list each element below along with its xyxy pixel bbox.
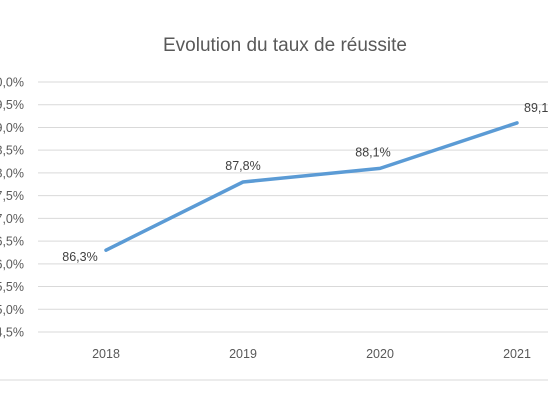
y-tick-label: 88,0% [0, 166, 24, 180]
data-point [515, 121, 519, 125]
data-point [378, 166, 382, 170]
y-tick-label: 88,5% [0, 144, 24, 158]
y-tick-label: 89,0% [0, 121, 24, 135]
data-point [104, 248, 108, 252]
gridlines [38, 81, 548, 333]
data-label: 89,1% [524, 101, 548, 115]
y-tick-label: 86,0% [0, 257, 24, 271]
data-label: 88,1% [355, 145, 390, 159]
data-label: 87,8% [225, 159, 260, 173]
chart-title: Evolution du taux de réussite [163, 35, 407, 56]
x-tick-label: 2021 [503, 347, 531, 361]
y-tick-label: 87,5% [0, 189, 24, 203]
y-axis-ticks: 84,5% 85,0% 85,5% 86,0% 86,5% 87,0% 87,5% 88,0%… [0, 76, 24, 340]
series-line [104, 121, 519, 252]
y-tick-label: 89,5% [0, 98, 24, 112]
y-tick-label: 85,0% [0, 303, 24, 317]
y-tick-label: 84,5% [0, 326, 24, 340]
data-point [241, 180, 245, 184]
series-layer [104, 121, 519, 252]
data-label: 86,3% [62, 250, 97, 264]
y-tick-label: 87,0% [0, 212, 24, 226]
y-tick-label: 90,0% [0, 76, 24, 90]
y-tick-label: 86,5% [0, 235, 24, 249]
x-tick-label: 2018 [92, 347, 120, 361]
x-tick-label: 2020 [366, 347, 394, 361]
x-axis-ticks: 2018 2019 2020 2021 [92, 347, 531, 361]
y-tick-label: 85,5% [0, 280, 24, 294]
data-labels: 86,3% 87,8% 88,1% 89,1% [62, 101, 548, 264]
x-tick-label: 2019 [229, 347, 257, 361]
